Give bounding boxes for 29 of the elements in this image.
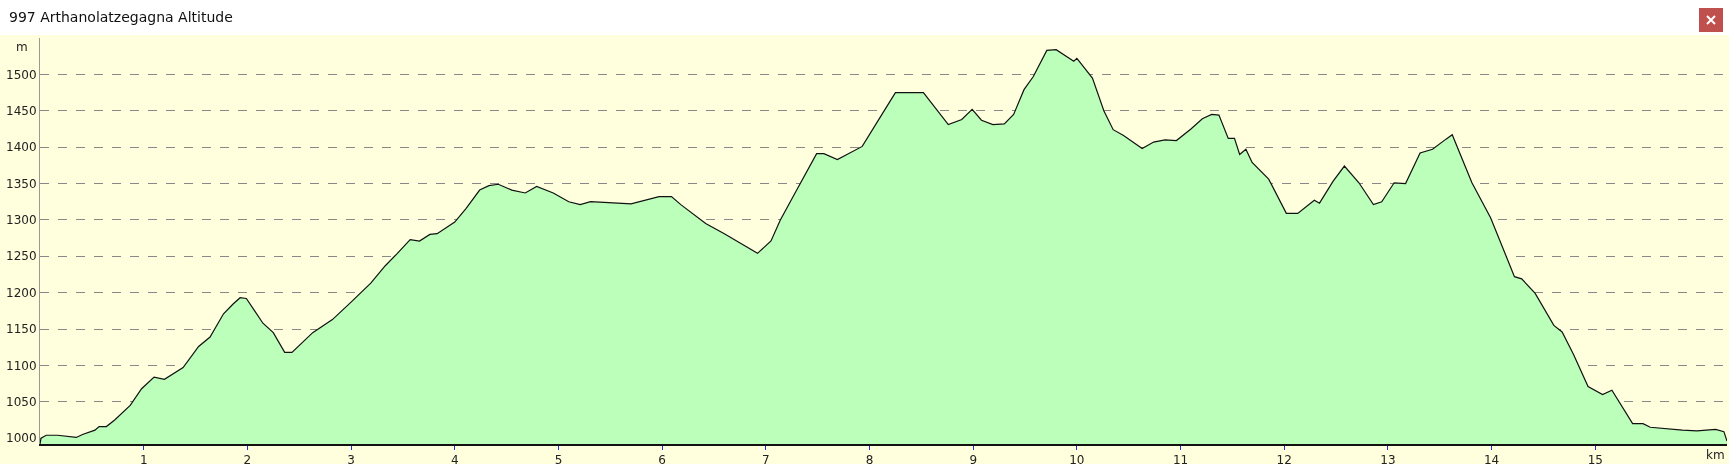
x-tick-label: 4 [450,453,459,464]
y-tick-label: 1400 [6,140,37,155]
x-tick-label: 9 [969,453,978,464]
y-tick-label: 1100 [6,358,37,373]
y-tick-label: 1450 [6,103,37,118]
y-tick-label: 1000 [6,431,37,446]
y-tick-label: 1200 [6,285,37,300]
x-tick-label: 13 [1380,453,1396,464]
x-tick-label: 11 [1172,453,1189,464]
y-tick-label: 1150 [6,322,37,337]
y-tick-label: 1500 [6,67,37,82]
x-tick-label: 5 [554,453,563,464]
x-axis-title: km [1706,448,1725,462]
x-tick-label: 1 [139,453,148,464]
x-tick-label: 10 [1069,453,1085,464]
y-tick-label: 1050 [6,395,37,409]
y-tick-label: 1300 [6,213,37,228]
x-tick-label: 6 [658,453,666,464]
y-tick-label: 1250 [6,249,37,264]
y-tick-label: 1350 [6,176,37,191]
x-tick-label: 3 [347,453,355,464]
x-tick-label: 12 [1276,453,1292,464]
chart-title: 997 Arthanolatzegagna Altitude [9,9,233,25]
x-tick-label: 8 [865,453,874,464]
y-axis-title: m [16,40,28,54]
x-tick-label: 15 [1587,453,1603,464]
x-tick-label: 14 [1483,453,1500,464]
x-tick-label: 2 [243,453,252,464]
x-tick-label: 7 [761,453,770,464]
